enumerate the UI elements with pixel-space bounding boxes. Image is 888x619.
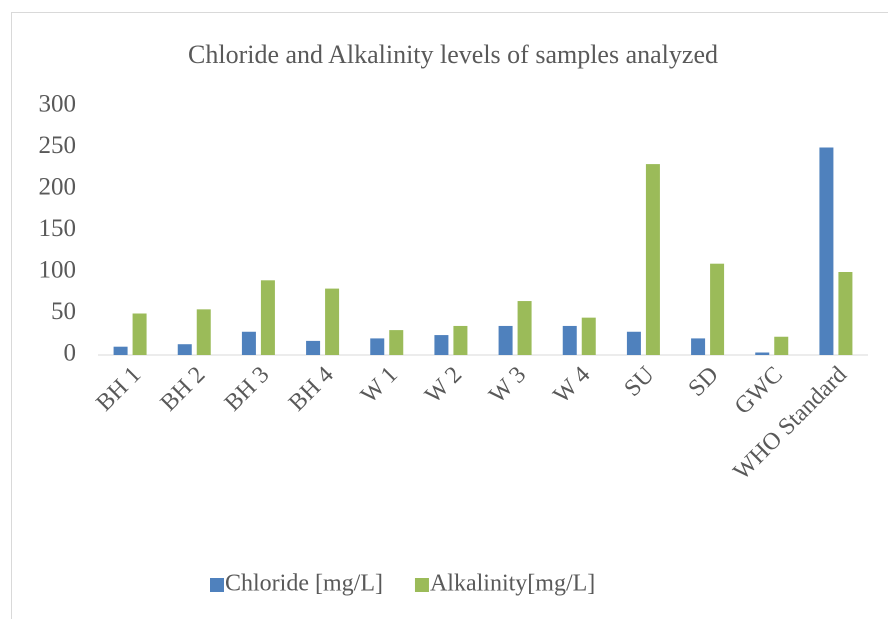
- bar: [819, 147, 834, 355]
- bar: [774, 336, 789, 355]
- x-tick-label: WHO Standard: [729, 362, 853, 486]
- chart-title: Chloride and Alkalinity levels of sample…: [188, 40, 718, 69]
- bar: [113, 346, 128, 355]
- bar: [370, 338, 385, 355]
- bar: [710, 263, 725, 355]
- x-tick-label: BH 2: [156, 362, 211, 417]
- bar: [260, 280, 275, 355]
- bar: [626, 331, 641, 355]
- y-tick-label: 150: [39, 215, 77, 242]
- bar: [306, 340, 321, 355]
- bar: [498, 325, 513, 355]
- bar: [691, 338, 706, 355]
- y-tick-label: 100: [39, 257, 77, 284]
- x-tick-label: W 4: [549, 362, 596, 409]
- bar: [517, 301, 532, 355]
- x-tick-label: W 2: [420, 362, 467, 409]
- bar: [562, 325, 577, 355]
- x-tick-label: BH 1: [92, 362, 147, 417]
- legend-swatch: [210, 578, 224, 592]
- bar: [325, 288, 340, 355]
- x-tick-label: SU: [619, 362, 659, 402]
- bar: [196, 309, 211, 355]
- bar: [389, 330, 404, 355]
- bar: [434, 335, 449, 355]
- legend-label: Alkalinity[mg/L]: [430, 571, 595, 597]
- chart-frame: [11, 12, 888, 619]
- y-tick-label: 200: [39, 174, 77, 201]
- bar: [755, 352, 770, 355]
- y-tick-label: 300: [39, 91, 77, 118]
- x-tick-label: BH 3: [220, 362, 275, 417]
- x-tick-label: W 1: [356, 362, 403, 409]
- bar: [645, 164, 660, 355]
- x-tick-label: W 3: [484, 362, 531, 409]
- legend-swatch: [414, 578, 429, 592]
- bar: [177, 344, 192, 355]
- bar: [241, 331, 256, 355]
- x-tick-label: GWC: [730, 362, 788, 420]
- bar: [132, 313, 147, 355]
- y-tick-label: 50: [51, 298, 76, 325]
- y-tick-label: 250: [39, 132, 77, 159]
- bar: [838, 272, 853, 355]
- x-tick-label: BH 4: [284, 362, 339, 417]
- bar: [453, 325, 468, 355]
- legend-label: Chloride [mg/L]: [225, 571, 383, 597]
- bar: [581, 317, 596, 355]
- x-tick-label: SD: [684, 362, 724, 402]
- y-tick-label: 0: [64, 340, 77, 367]
